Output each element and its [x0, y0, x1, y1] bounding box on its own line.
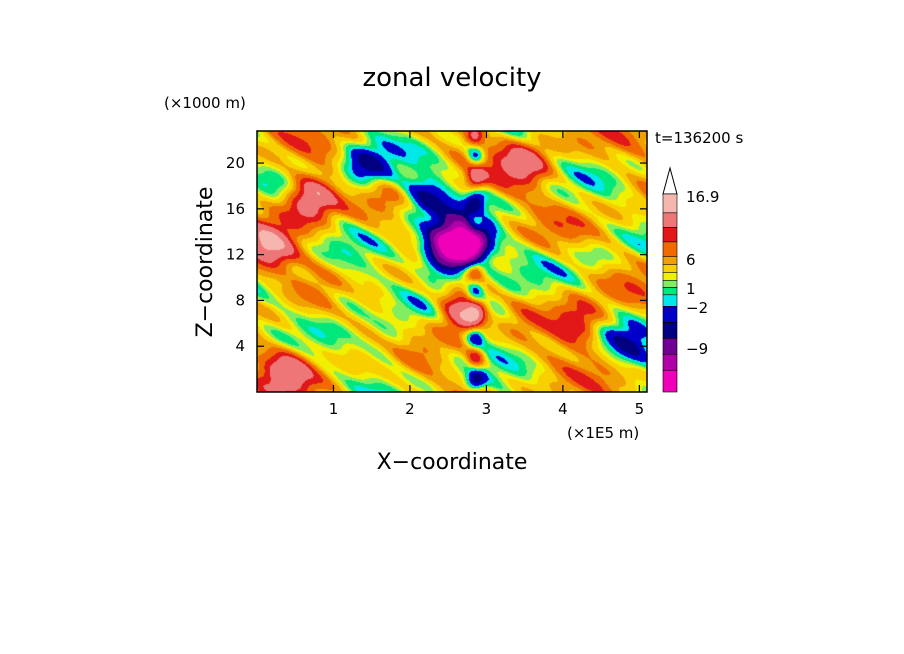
colorbar-label: 16.9 — [686, 188, 719, 206]
x-axis-label: X−coordinate — [377, 450, 528, 475]
colorbar-swatch — [662, 287, 678, 296]
colorbar-swatch — [662, 264, 678, 273]
y-axis: 4 8 12 16 20 — [226, 154, 647, 355]
colorbar-swatch — [662, 227, 678, 243]
colorbar-label: 6 — [686, 251, 696, 269]
x-axis: 1 2 3 4 5 — [329, 131, 644, 418]
y-tick-label: 8 — [235, 291, 245, 309]
colorbar: 16.9 6 1−2 −9 — [662, 166, 719, 393]
y-tick-label: 4 — [235, 337, 245, 355]
x-tick-label: 1 — [329, 400, 339, 418]
colorbar-label: −9 — [686, 340, 708, 358]
x-tick-label: 5 — [635, 400, 645, 418]
colorbar-label: −2 — [686, 299, 708, 317]
x-tick-label: 3 — [482, 400, 492, 418]
colorbar-swatch — [662, 280, 678, 288]
y-tick-label: 20 — [226, 154, 245, 172]
colorbar-swatch — [662, 353, 678, 371]
colorbar-swatch — [662, 338, 678, 355]
colorbar-swatch — [662, 369, 678, 393]
colorbar-swatch — [662, 272, 678, 281]
velocity-field — [257, 131, 647, 392]
colorbar-swatch — [662, 193, 678, 214]
plot-frame — [256, 130, 648, 393]
y-unit-label: (×1000 m) — [164, 94, 246, 112]
colorbar-swatch — [662, 212, 678, 228]
colorbar-swatch — [662, 294, 678, 307]
colorbar-label: 1 — [686, 280, 696, 298]
colorbar-swatch — [662, 256, 678, 265]
chart-title: zonal velocity — [362, 63, 541, 93]
x-tick-label: 2 — [405, 400, 415, 418]
x-tick-label: 4 — [558, 400, 568, 418]
colorbar-swatch — [662, 241, 678, 257]
colorbar-swatch — [662, 322, 678, 339]
y-tick-label: 12 — [226, 246, 245, 264]
x-unit-label: (×1E5 m) — [567, 424, 639, 442]
colorbar-swatch — [662, 306, 678, 323]
time-label: t=136200 s — [655, 129, 743, 147]
y-tick-label: 16 — [226, 200, 245, 218]
y-axis-label: Z−coordinate — [193, 187, 218, 338]
colorbar-extend-arrow — [662, 166, 678, 195]
